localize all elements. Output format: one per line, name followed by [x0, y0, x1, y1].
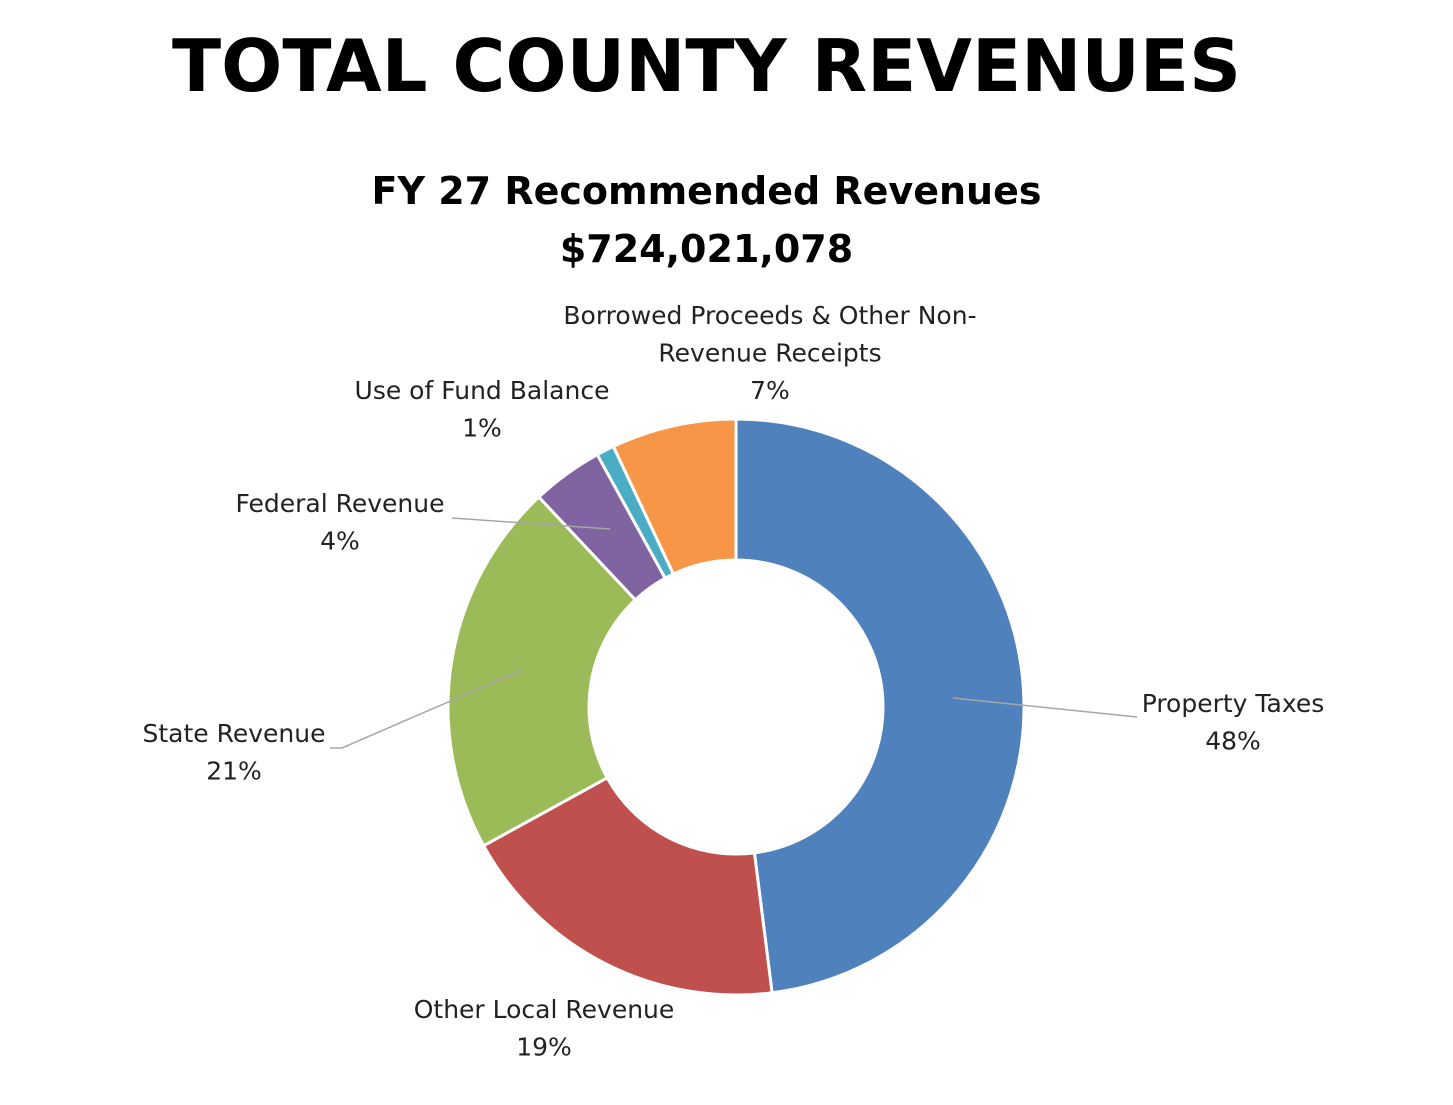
data-label-other-local-revenue: Other Local Revenue 19%	[414, 995, 675, 1062]
slice-property-taxes	[734, 417, 1026, 995]
data-label-property-taxes: Property Taxes 48%	[1142, 689, 1325, 756]
data-label-state-revenue: State Revenue 21%	[143, 719, 326, 786]
leader-line-federal-revenue	[451, 517, 611, 530]
chart-total-amount: $724,021,078	[559, 227, 854, 271]
slice-state-revenue	[446, 494, 638, 848]
data-label-borrowed-proceeds-and-other-non-revenue-receipts: Borrowed Proceeds & Other Non-Revenue Re…	[563, 301, 976, 405]
leader-line-state-revenue	[330, 669, 523, 749]
page-title: TOTAL COUNTY REVENUES	[172, 24, 1241, 108]
chart-title: FY 27 Recommended Revenues	[371, 169, 1042, 213]
leader-line-property-taxes	[952, 697, 1138, 718]
slice-other-local-revenue	[481, 775, 774, 997]
slice-borrowed-proceeds-and-other-non-revenue-receipts	[611, 417, 738, 576]
data-label-use-of-fund-balance: Use of Fund Balance 1%	[355, 376, 610, 443]
data-label-federal-revenue: Federal Revenue 4%	[235, 489, 444, 556]
